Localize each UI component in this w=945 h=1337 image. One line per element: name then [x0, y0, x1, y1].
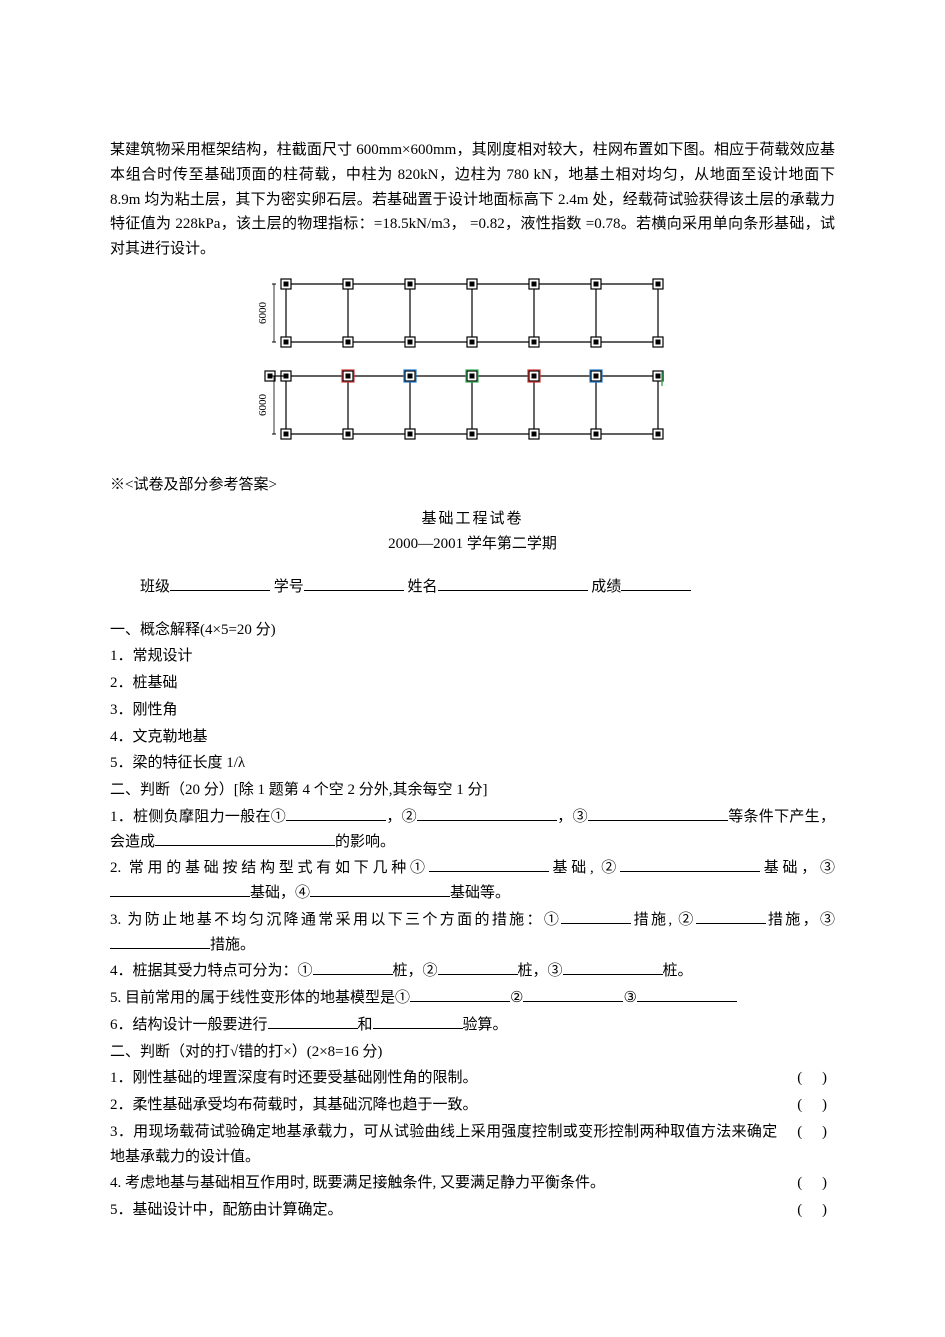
- blank: [286, 805, 386, 821]
- q-text: 桩，③: [518, 963, 563, 979]
- blank: [310, 881, 450, 897]
- blank: [563, 959, 663, 975]
- tf-paren: ( ): [797, 1093, 835, 1118]
- id-label: 学号: [274, 579, 304, 595]
- q-text: 措施, ②: [631, 912, 695, 928]
- sec1-item: 2．桩基础: [110, 671, 835, 696]
- q-text: ，③: [557, 809, 588, 825]
- q-text: ③: [623, 990, 636, 1006]
- blank: [313, 959, 393, 975]
- blank: [417, 805, 557, 821]
- sec3-item: 1．刚性基础的埋置深度有时还要受基础刚性角的限制。 ( ): [110, 1066, 835, 1091]
- blank: [110, 933, 210, 949]
- q-text: 验算。: [463, 1017, 508, 1033]
- sec3-heading: 二、判断（对的打√错的打×）(2×8=16 分): [110, 1040, 835, 1065]
- score-blank: [621, 575, 691, 591]
- blank: [696, 908, 766, 924]
- sec1-heading: 一、概念解释(4×5=20 分): [110, 618, 835, 643]
- name-blank: [438, 575, 588, 591]
- blank: [637, 986, 737, 1002]
- tf-text: 4. 考虑地基与基础相互作用时, 既要满足接触条件, 又要满足静力平衡条件。: [110, 1171, 777, 1196]
- q-text: 桩。: [663, 963, 693, 979]
- q-text: 措施。: [210, 937, 255, 953]
- id-blank: [304, 575, 404, 591]
- student-info-line: 班级 学号 姓名 成绩: [110, 575, 835, 600]
- q-text: 基础等。: [450, 885, 510, 901]
- tf-text: 5．基础设计中，配筋由计算确定。: [110, 1198, 777, 1223]
- q-text: 基础，③: [760, 860, 835, 876]
- q-text: 措施，③: [766, 912, 835, 928]
- q-text: 2. 常用的基础按结构型式有如下几种①: [110, 860, 429, 876]
- svg-text:6000: 6000: [257, 393, 269, 416]
- svg-text:6000: 6000: [257, 301, 269, 324]
- sec2-q4: 4．桩据其受力特点可分为：① 桩，② 桩，③ 桩。: [110, 959, 835, 984]
- sec2-q1: 1．桩侧负摩阻力一般在①，②，③等条件下产生，会造成的影响。: [110, 805, 835, 855]
- blank: [155, 830, 335, 846]
- q-text: 1．桩侧负摩阻力一般在①: [110, 809, 286, 825]
- score-label: 成绩: [591, 579, 621, 595]
- sec3-item: 2．柔性基础承受均布荷载时，其基础沉降也趋于一致。 ( ): [110, 1093, 835, 1118]
- q-text: ，②: [386, 809, 417, 825]
- blank: [373, 1013, 463, 1029]
- class-label: 班级: [140, 579, 170, 595]
- answers-header: ※<试卷及部分参考答案>: [110, 473, 835, 498]
- tf-paren: ( ): [797, 1066, 835, 1091]
- q-text: 6．结构设计一般要进行: [110, 1017, 268, 1033]
- exam-title: 基础工程试卷: [110, 507, 835, 532]
- sec2-q3: 3. 为防止地基不均匀沉降通常采用以下三个方面的措施：① 措施, ② 措施，③ 措施。: [110, 908, 835, 958]
- sec3-item: 5．基础设计中，配筋由计算确定。 ( ): [110, 1198, 835, 1223]
- sec1-item: 4．文克勒地基: [110, 725, 835, 750]
- q-text: 的影响。: [335, 834, 395, 850]
- sec2-q2: 2. 常用的基础按结构型式有如下几种① 基础, ② 基础，③ 基础，④ 基础等。: [110, 856, 835, 906]
- q-text: ②: [510, 990, 523, 1006]
- q-text: 4．桩据其受力特点可分为：①: [110, 963, 313, 979]
- blank: [268, 1013, 358, 1029]
- tf-paren: ( ): [797, 1198, 835, 1223]
- q-text: 和: [358, 1017, 373, 1033]
- sec3-item: 3．用现场载荷试验确定地基承载力，可从试验曲线上采用强度控制或变形控制两种取值方…: [110, 1120, 835, 1170]
- q-text: 桩，②: [393, 963, 438, 979]
- q-text: 基础, ②: [549, 860, 620, 876]
- tf-text: 3．用现场载荷试验确定地基承载力，可从试验曲线上采用强度控制或变形控制两种取值方…: [110, 1120, 777, 1170]
- frame-diagram: 6000 6000: [110, 270, 835, 459]
- blank: [410, 986, 510, 1002]
- exam-page: 某建筑物采用框架结构，柱截面尺寸 600mm×600mm，其刚度相对较大，柱网布…: [0, 0, 945, 1337]
- problem-paragraph: 某建筑物采用框架结构，柱截面尺寸 600mm×600mm，其刚度相对较大，柱网布…: [110, 138, 835, 262]
- blank: [429, 856, 549, 872]
- sec1-item: 3．刚性角: [110, 698, 835, 723]
- tf-paren: ( ): [797, 1120, 835, 1145]
- sec1-item: 5．梁的特征长度 1/λ: [110, 751, 835, 776]
- q-text: 5. 目前常用的属于线性变形体的地基模型是①: [110, 990, 410, 1006]
- blank: [110, 881, 250, 897]
- title-block: 基础工程试卷 2000—2001 学年第二学期: [110, 507, 835, 557]
- blank: [620, 856, 760, 872]
- sec3-item: 4. 考虑地基与基础相互作用时, 既要满足接触条件, 又要满足静力平衡条件。 (…: [110, 1171, 835, 1196]
- sec2-q5: 5. 目前常用的属于线性变形体的地基模型是① ② ③: [110, 986, 835, 1011]
- blank: [561, 908, 631, 924]
- q-text: 基础，④: [250, 885, 310, 901]
- tf-text: 1．刚性基础的埋置深度有时还要受基础刚性角的限制。: [110, 1066, 777, 1091]
- tf-text: 2．柔性基础承受均布荷载时，其基础沉降也趋于一致。: [110, 1093, 777, 1118]
- blank: [523, 986, 623, 1002]
- class-blank: [170, 575, 270, 591]
- q-text: 3. 为防止地基不均匀沉降通常采用以下三个方面的措施：①: [110, 912, 561, 928]
- name-label: 姓名: [408, 579, 438, 595]
- exam-semester: 2000—2001 学年第二学期: [110, 532, 835, 557]
- sec2-heading: 二、判断（20 分）[除 1 题第 4 个空 2 分外,其余每空 1 分]: [110, 778, 835, 803]
- sec1-item: 1．常规设计: [110, 644, 835, 669]
- sec2-q6: 6．结构设计一般要进行 和 验算。: [110, 1013, 835, 1038]
- blank: [588, 805, 728, 821]
- blank: [438, 959, 518, 975]
- tf-paren: ( ): [797, 1171, 835, 1196]
